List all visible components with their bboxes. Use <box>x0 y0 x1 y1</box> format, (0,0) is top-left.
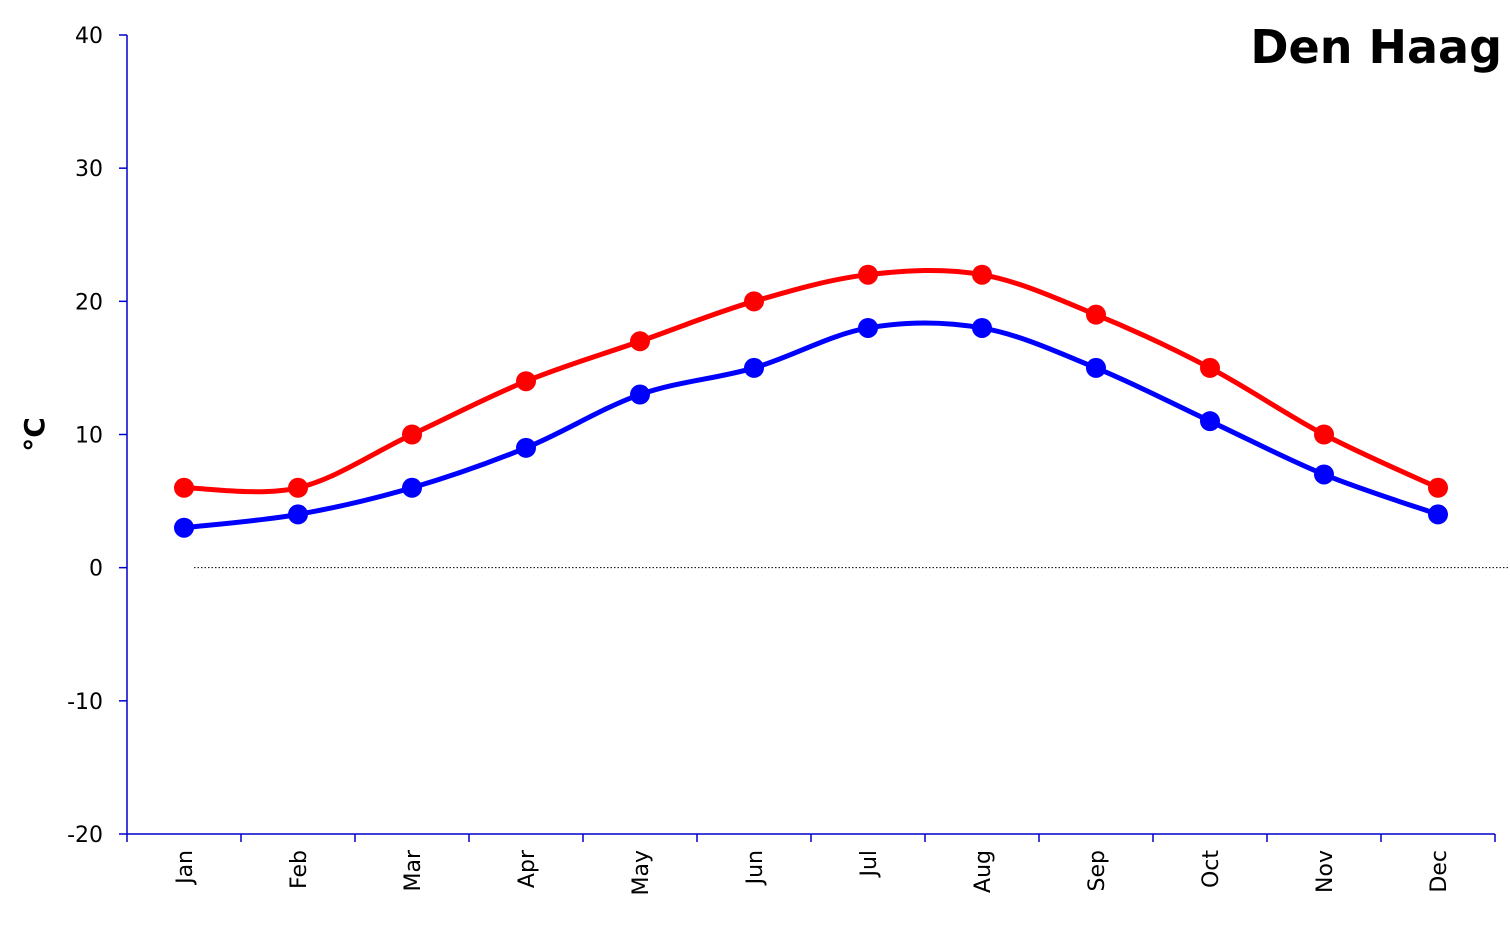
y-tick-label: 30 <box>75 157 103 182</box>
x-tick-label: Aug <box>971 850 996 893</box>
y-tick-label: -20 <box>67 823 103 848</box>
x-tick-label: Jun <box>743 850 768 886</box>
series-2-point <box>744 357 764 378</box>
y-tick-label: 10 <box>75 424 103 449</box>
series-2-point <box>402 477 422 498</box>
series-1-point <box>1314 424 1334 445</box>
series-2-point <box>174 517 194 538</box>
series-1-line <box>181 267 1441 495</box>
series-1-point <box>744 291 764 312</box>
series-1-point <box>174 477 194 498</box>
series-2-point <box>1200 411 1220 432</box>
series-1-point <box>402 424 422 445</box>
series-2-point <box>288 504 308 525</box>
series-2-point <box>1086 357 1106 378</box>
series-1-point <box>1086 304 1106 325</box>
x-tick-label: Nov <box>1313 850 1338 893</box>
series-2-point <box>972 317 992 338</box>
x-tick-label: Sep <box>1085 850 1110 891</box>
y-tick-label: 20 <box>75 290 103 315</box>
x-tick-label: Oct <box>1199 850 1224 888</box>
y-tick-label: 0 <box>89 557 103 582</box>
y-tick-label: 40 <box>75 24 103 49</box>
series-1-point <box>516 371 536 392</box>
series-1-point <box>1428 477 1448 498</box>
series-2-line <box>181 320 1441 531</box>
y-axis-label: °C <box>18 417 51 452</box>
x-tick-label: Jan <box>173 850 198 886</box>
series-2-point <box>1314 464 1334 485</box>
chart-title: Den Haag <box>1250 20 1502 74</box>
series-2-point <box>630 384 650 405</box>
series-1-point <box>1200 357 1220 378</box>
x-tick-label: May <box>629 850 654 895</box>
series-1-point <box>630 331 650 352</box>
x-tick-label: Feb <box>287 850 312 889</box>
x-tick-label: Jul <box>857 850 882 879</box>
y-tick-label: -10 <box>67 690 103 715</box>
series-2-point <box>858 317 878 338</box>
series-2-point <box>1428 504 1448 525</box>
series-1-point <box>288 477 308 498</box>
x-tick-label: Dec <box>1427 850 1452 893</box>
x-tick-label: Mar <box>401 849 426 891</box>
series-1-point <box>972 264 992 285</box>
series-2-point <box>516 437 536 458</box>
series-1-point <box>858 264 878 285</box>
x-tick-label: Apr <box>515 849 540 888</box>
